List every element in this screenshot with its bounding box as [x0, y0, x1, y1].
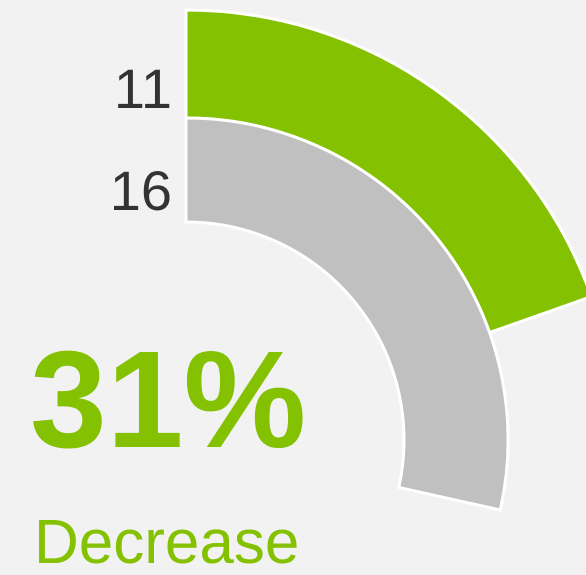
change-text: Decrease: [34, 508, 299, 575]
value-label: 16: [110, 159, 172, 222]
change-value: 31%: [30, 323, 306, 477]
value-label: 11: [114, 57, 172, 120]
arc-bar: [184, 116, 510, 512]
arcs: [184, 8, 586, 512]
